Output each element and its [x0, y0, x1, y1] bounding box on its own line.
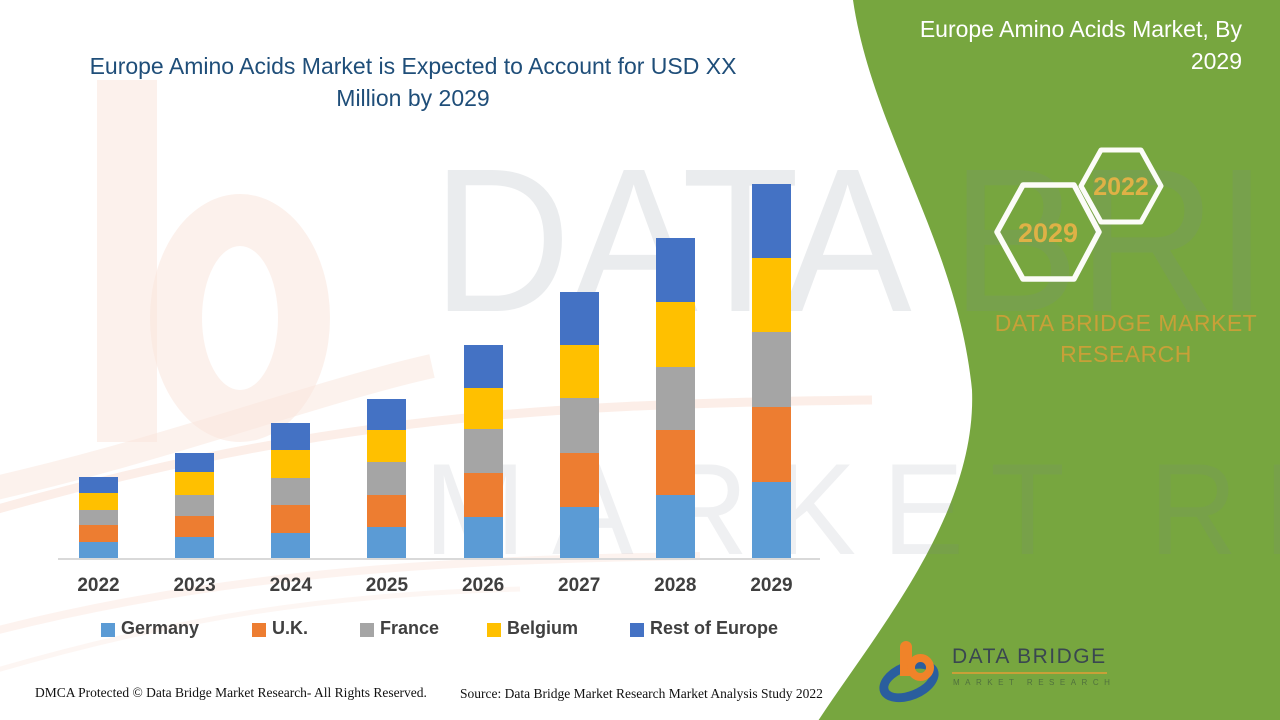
x-axis-label-2027: 2027: [558, 575, 601, 596]
legend-swatch: [630, 622, 644, 637]
bar-segment-belgium: [367, 430, 407, 462]
bar-2024: [271, 423, 311, 558]
bar-segment-germany: [752, 482, 791, 558]
bar-segment-germany: [271, 533, 311, 558]
legend-item-germany: Germany: [101, 618, 199, 639]
bar-segment-uk: [79, 525, 118, 542]
legend-item-uk: U.K.: [252, 618, 308, 639]
bar-segment-belgium: [175, 472, 215, 495]
x-axis-label-2029: 2029: [750, 575, 793, 596]
source-note: Source: Data Bridge Market Research Mark…: [460, 686, 823, 701]
legend-label: France: [380, 618, 440, 638]
legend-label: Belgium: [507, 618, 579, 638]
x-axis-label-2025: 2025: [365, 575, 409, 596]
legend-swatch: [101, 622, 115, 637]
hexagon-badge-2022: 2022: [1078, 147, 1164, 225]
bar-segment-germany: [559, 507, 599, 558]
bar-2023: [175, 453, 215, 558]
year-badges: 2022 2029: [994, 147, 1164, 282]
bar-segment-belgium: [79, 493, 118, 510]
logo-b-bowl: [907, 654, 934, 681]
bar-segment-germany: [463, 517, 503, 558]
bar-segment-belgium: [752, 258, 791, 332]
bar-2022: [79, 477, 118, 558]
bar-segment-uk: [463, 473, 503, 517]
legend-label: Germany: [121, 618, 200, 638]
bar-segment-restofeurope: [271, 423, 311, 450]
bar-segment-belgium: [655, 302, 695, 367]
bar-2025: [367, 399, 407, 558]
bar-segment-germany: [367, 527, 407, 558]
legend-label: Rest of Europe: [650, 618, 779, 638]
hexagon-badge-2029: 2029: [994, 182, 1102, 282]
bar-segment-uk: [175, 516, 215, 537]
legend-swatch: [252, 622, 266, 637]
b-logo-watermark-stem: [97, 80, 157, 442]
bar-segment-uk: [752, 407, 791, 482]
bar-segment-germany: [175, 537, 215, 558]
bar-2029: [752, 184, 791, 558]
chart-title: Europe Amino Acids Market is Expected to…: [89, 53, 737, 111]
bar-segment-germany: [79, 542, 118, 558]
legend-swatch: [360, 622, 374, 637]
panel-title: Europe Amino Acids Market, By 2029: [919, 16, 1242, 74]
bar-segment-restofeurope: [367, 399, 407, 430]
bar-segment-france: [367, 462, 407, 495]
x-axis-label-2026: 2026: [461, 575, 505, 596]
bar-segment-belgium: [463, 388, 503, 429]
bar-segment-belgium: [559, 345, 599, 398]
databridge-logo-icon: [873, 641, 950, 711]
bar-segment-france: [655, 367, 695, 430]
x-axis-label-2022: 2022: [77, 575, 120, 596]
x-axis-label-2024: 2024: [269, 575, 312, 596]
logo-wordmark: DATA BRIDGE: [952, 645, 1107, 674]
bar-2026: [463, 345, 503, 558]
legend-label: U.K.: [272, 618, 308, 638]
bar-segment-restofeurope: [655, 238, 695, 302]
dmca-notice: DMCA Protected © Data Bridge Market Rese…: [35, 685, 427, 700]
bar-segment-belgium: [271, 450, 311, 478]
bar-segment-restofeurope: [559, 292, 599, 345]
x-axis-label-2028: 2028: [654, 575, 697, 596]
bar-segment-restofeurope: [463, 345, 503, 388]
bar-2028: [655, 238, 695, 558]
bar-segment-uk: [655, 430, 695, 495]
bar-segment-france: [175, 495, 215, 516]
bar-segment-restofeurope: [175, 453, 215, 472]
bar-segment-uk: [367, 495, 407, 527]
bar-segment-uk: [559, 453, 599, 507]
badge-year-2022: 2022: [1093, 173, 1149, 201]
legend-item-belgium: Belgium: [487, 618, 578, 639]
bar-segment-germany: [655, 495, 695, 558]
legend-item-restofeurope: Rest of Europe: [630, 618, 778, 639]
bar-segment-france: [752, 332, 791, 407]
bar-segment-restofeurope: [752, 184, 791, 258]
bar-segment-uk: [271, 505, 311, 533]
brand-name-gold: DATA BRIDGE MARKET RESEARCH: [994, 310, 1258, 367]
x-axis-label-2023: 2023: [173, 575, 216, 596]
bar-segment-france: [559, 398, 599, 453]
bar-2027: [559, 292, 599, 558]
x-axis-line: [58, 558, 820, 560]
bar-segment-restofeurope: [79, 477, 118, 493]
legend-swatch: [487, 622, 501, 637]
legend-item-france: France: [360, 618, 439, 639]
bar-segment-france: [463, 429, 503, 473]
bar-segment-france: [79, 510, 118, 525]
badge-year-2029: 2029: [1018, 218, 1078, 248]
bar-segment-france: [271, 478, 311, 505]
logo-tagline: MARKET RESEARCH: [953, 678, 1116, 687]
